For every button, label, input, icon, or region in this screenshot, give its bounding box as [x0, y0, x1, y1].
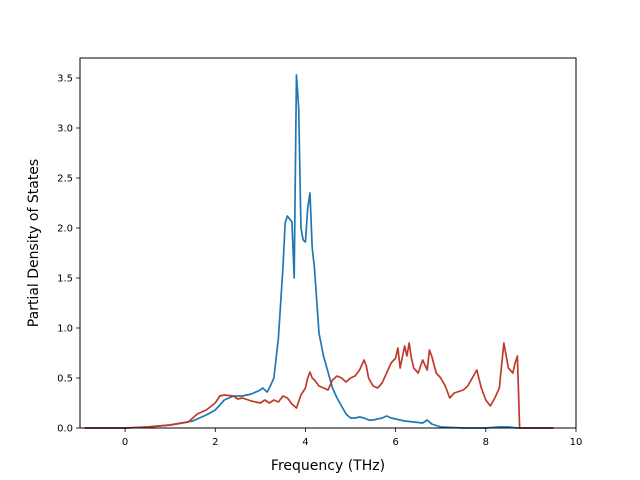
- series-lines: [84, 74, 554, 429]
- y-axis-label: Partial Density of States: [26, 159, 42, 327]
- x-tick-label: 4: [302, 437, 308, 448]
- y-tick-label: 2.5: [57, 174, 73, 185]
- y-tick-label: 0.0: [57, 424, 73, 435]
- x-tick-label: 6: [392, 437, 398, 448]
- x-tick-label: 10: [570, 437, 583, 448]
- y-tick-label: 0.5: [57, 374, 73, 385]
- x-axis-ticks: 0 2 4 6 8 10: [122, 428, 582, 448]
- series-line-2: [84, 342, 554, 429]
- y-tick-label: 1.5: [57, 274, 73, 285]
- axes-frame: [79, 57, 577, 429]
- x-tick-label: 8: [483, 437, 489, 448]
- x-tick-label: 0: [122, 437, 128, 448]
- y-tick-label: 3.5: [57, 74, 73, 85]
- x-axis-label: Frequency (THz): [271, 458, 385, 474]
- y-tick-label: 2.0: [57, 224, 73, 235]
- y-axis-ticks: 0.0 0.5 1.0 1.5 2.0 2.5 3.0 3.5: [57, 74, 80, 435]
- y-tick-label: 3.0: [57, 124, 73, 135]
- x-tick-label: 2: [212, 437, 218, 448]
- y-tick-label: 1.0: [57, 324, 73, 335]
- series-line-1: [84, 74, 554, 429]
- plot-area: 0 2 4 6 8 10 0.0 0.5 1.0 1.5 2.0 2.5 3.0 3.5: [57, 57, 582, 448]
